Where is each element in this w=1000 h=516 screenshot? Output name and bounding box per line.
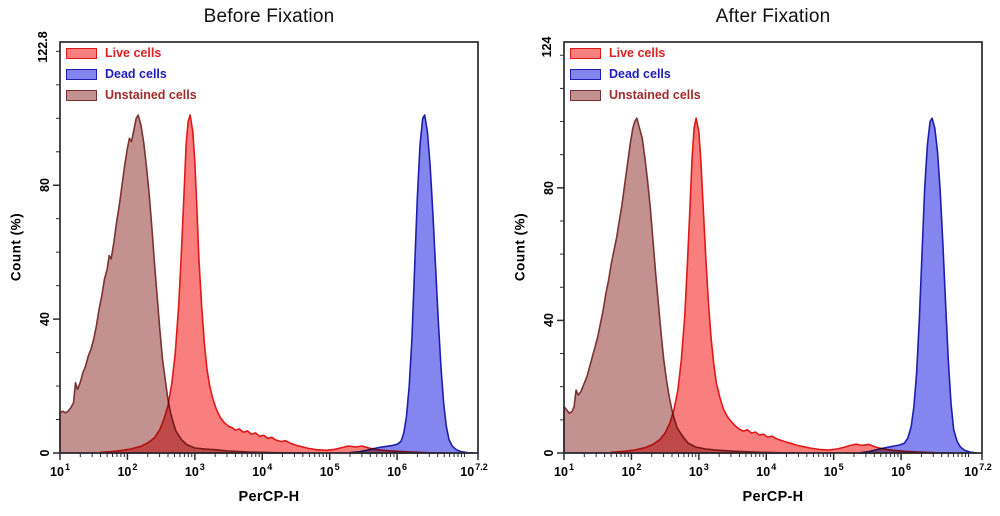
legend-item-unstained-cells: Unstained cells: [66, 87, 197, 103]
series-path-dead-cells: [859, 117, 978, 454]
x-tick-label: 103: [688, 462, 709, 479]
x-axis-title: PerCP-H: [742, 489, 804, 505]
y-axis-max-label: 124: [540, 36, 554, 58]
y-tick-label: 40: [542, 313, 556, 328]
plot-box: [563, 41, 983, 454]
legend-label-dead-cells: Dead cells: [609, 67, 671, 81]
legend-after: Live cells Dead cells Unstained cells: [570, 45, 701, 108]
legend-swatch-live-cells: [570, 47, 601, 59]
series-path-live-cells: [99, 114, 446, 454]
x-tick-label: 101: [554, 462, 574, 479]
x-tick-label: 101: [50, 462, 70, 479]
y-tick-label: 40: [38, 312, 52, 327]
y-tick-label: 0: [38, 449, 52, 457]
legend-label-dead-cells: Dead cells: [105, 67, 167, 81]
chart-title-before: Before Fixation: [203, 6, 335, 27]
x-tick-label: 104: [756, 462, 777, 479]
x-tick-label: 102: [621, 462, 642, 479]
panel-after-fixation: After Fixation Count (%) PerCP-H 124 Liv…: [504, 0, 1000, 516]
y-axis-title: Count (%): [512, 212, 528, 282]
x-axis-title: PerCP-H: [238, 489, 300, 505]
plot-box: [59, 41, 479, 454]
x-tick-label: 106: [891, 462, 912, 479]
legend-item-unstained-cells: Unstained cells: [570, 87, 701, 103]
legend-item-live-cells: Live cells: [570, 45, 701, 61]
legend-label-live-cells: Live cells: [105, 46, 162, 60]
x-tick-label: 105: [823, 462, 844, 479]
x-tick-label: 106: [387, 462, 408, 479]
series-path-dead-cells: [349, 114, 476, 454]
x-tick-label: 102: [117, 462, 138, 479]
x-tick-label: 103: [184, 462, 205, 479]
chart-title-after: After Fixation: [715, 6, 831, 27]
plot-area-after: [557, 41, 983, 460]
legend-label-unstained-cells: Unstained cells: [609, 88, 701, 102]
series-path-live-cells: [610, 117, 953, 454]
legend-label-unstained-cells: Unstained cells: [105, 88, 197, 102]
x-tick-label: 107.2: [964, 462, 992, 479]
y-tick-label: 80: [542, 180, 556, 195]
y-tick-label: 0: [542, 449, 556, 457]
panel-before-fixation: Before Fixation Count (%) PerCP-H 122.8 …: [8, 6, 488, 505]
y-axis-max-label: 122.8: [36, 31, 50, 63]
legend-item-live-cells: Live cells: [66, 45, 197, 61]
legend-item-dead-cells: Dead cells: [570, 66, 701, 82]
legend-swatch-unstained-cells: [570, 89, 601, 101]
y-tick-label: 80: [38, 178, 52, 193]
legend-swatch-dead-cells: [570, 68, 601, 80]
legend-item-dead-cells: Dead cells: [66, 66, 197, 82]
y-axis-title: Count (%): [8, 212, 24, 282]
plot-area-before: [53, 41, 479, 460]
x-tick-label: 107.2: [460, 462, 488, 479]
legend-swatch-dead-cells: [66, 68, 97, 80]
x-tick-label: 105: [319, 462, 340, 479]
legend-label-live-cells: Live cells: [609, 46, 666, 60]
legend-before: Live cells Dead cells Unstained cells: [66, 45, 197, 108]
x-tick-label: 104: [252, 462, 273, 479]
legend-swatch-live-cells: [66, 47, 97, 59]
legend-swatch-unstained-cells: [66, 89, 97, 101]
